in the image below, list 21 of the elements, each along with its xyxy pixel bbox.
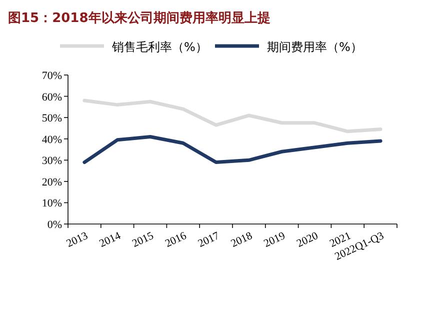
x-tick-label: 2020: [295, 230, 320, 250]
x-tick-label: 2017: [196, 230, 222, 250]
y-tick-label: 70%: [42, 70, 62, 82]
y-tick-label: 60%: [42, 91, 62, 104]
x-tick-label: 2015: [130, 230, 156, 250]
legend-label: 期间费用率（%）: [267, 40, 362, 54]
chart-title: 图15：2018年以来公司期间费用率明显上提: [8, 10, 270, 26]
y-tick-label: 20%: [42, 176, 62, 188]
line-series: [82, 134, 382, 164]
x-tick-label: 2014: [98, 230, 124, 250]
x-tick-label: 2016: [163, 230, 189, 250]
y-tick-label: 30%: [42, 155, 62, 168]
y-tick-label: 0%: [47, 219, 62, 231]
y-tick-label: 50%: [42, 112, 62, 125]
x-tick-label: 2019: [262, 230, 288, 250]
x-tick-label: 2013: [64, 230, 90, 250]
x-tick-label: 2018: [229, 230, 255, 250]
legend-label: 销售毛利率（%）: [111, 40, 208, 54]
y-tick-label: 40%: [42, 134, 62, 146]
line-series: [82, 98, 382, 134]
y-tick-label: 10%: [42, 198, 62, 210]
